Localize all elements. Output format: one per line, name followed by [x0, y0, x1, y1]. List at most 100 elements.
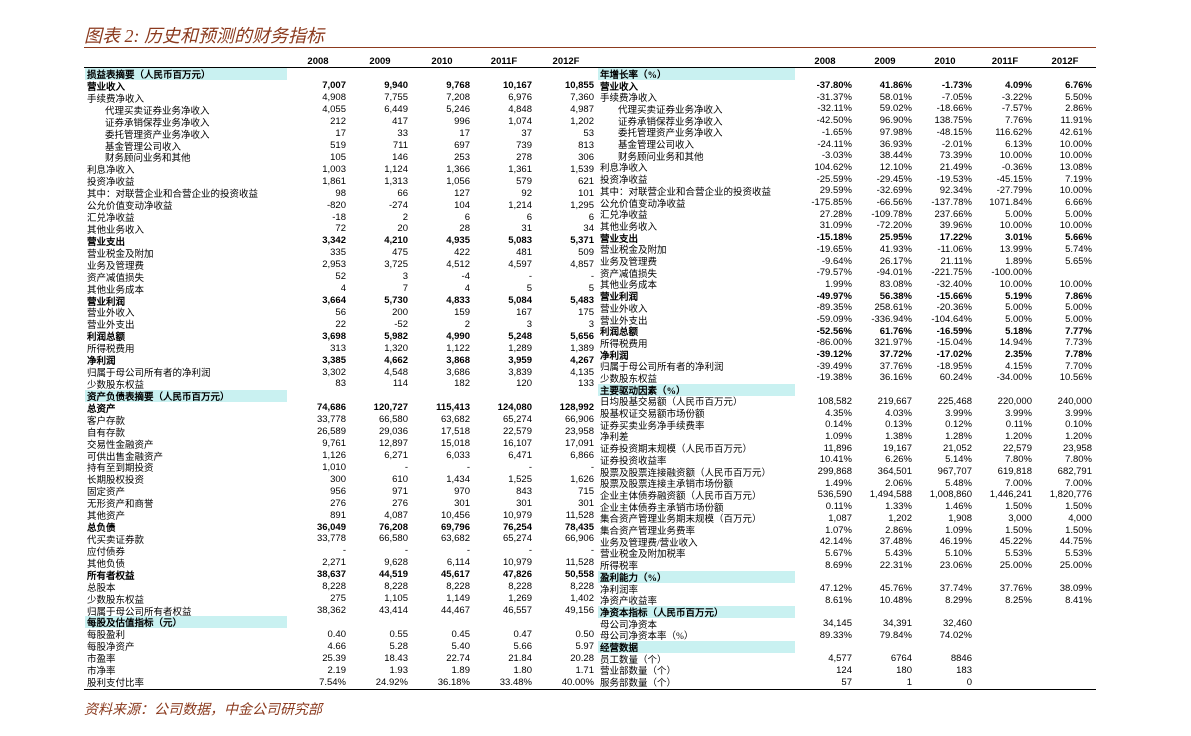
value-cell: 3,000 — [1008, 512, 1032, 524]
value-cell: 5.00% — [1005, 314, 1032, 325]
value-cell: 36.16% — [879, 372, 912, 384]
value-cell: 1,525 — [508, 473, 532, 485]
value-cell: 5,246 — [446, 104, 470, 116]
value-cell: 1,313 — [384, 175, 408, 187]
value-cell: 10,979 — [502, 509, 532, 521]
value-cell: 5.18% — [1005, 325, 1032, 337]
value-cell: -32.11% — [817, 103, 852, 115]
value-cell: 7,755 — [384, 92, 408, 104]
value-cell: 276 — [330, 497, 346, 509]
value-cell: 7.77% — [1065, 325, 1092, 337]
value-cell: 180 — [896, 664, 912, 676]
value-cell: -32.69% — [876, 185, 912, 197]
value-cell: 1,056 — [446, 175, 470, 187]
header-rule — [84, 67, 1096, 68]
value-cell: 422 — [454, 247, 470, 259]
row-label: 营业收入 — [87, 82, 126, 92]
value-cell: -274 — [388, 199, 408, 211]
row-label: 每股净资产 — [87, 643, 135, 653]
value-cell: 0.45 — [451, 628, 471, 640]
row-label: 投资净收益 — [600, 176, 648, 185]
row-label: 归属于母公司所有者的净利润 — [600, 363, 724, 373]
row-label: 其他业务收入 — [87, 225, 145, 235]
value-cell: 956 — [330, 485, 346, 497]
value-cell: -175.85% — [811, 197, 852, 209]
value-cell: 364,501 — [877, 466, 912, 478]
value-cell: 3,725 — [384, 259, 408, 271]
row-label: 总负债 — [87, 524, 116, 533]
value-cell: - — [590, 271, 594, 283]
value-cell: 5.28 — [389, 640, 409, 652]
value-cell: 313 — [330, 342, 346, 354]
value-cell: 22,579 — [1002, 442, 1032, 454]
value-cell: 69,796 — [440, 521, 470, 533]
value-cell: 5.00% — [1065, 302, 1092, 314]
column-header: 2009 — [874, 55, 896, 67]
row-label: 代理买卖证券业务净收入 — [105, 106, 210, 116]
section-label: 年增长率（%） — [598, 68, 795, 80]
value-cell: 5.66% — [1065, 232, 1092, 244]
value-cell: 1,087 — [828, 512, 852, 524]
value-cell: 4 — [464, 283, 470, 295]
value-cell: 4.35% — [825, 407, 852, 419]
row-label: 业务及管理费/营业收入 — [600, 538, 698, 548]
value-cell: -24.11% — [817, 138, 852, 150]
value-cell: 63,682 — [440, 414, 470, 426]
value-cell: 5.14% — [945, 454, 972, 466]
column-header: 2008 — [814, 55, 836, 67]
column-header: 2011F — [490, 55, 518, 67]
value-cell: 25.39 — [322, 652, 346, 664]
row-label: 汇兑净收益 — [87, 214, 135, 223]
value-cell: -39.49% — [816, 360, 852, 372]
value-cell: -104.64% — [931, 314, 972, 325]
value-cell: 56 — [335, 306, 346, 318]
value-cell: 59.02% — [879, 103, 912, 115]
value-cell: 3.99% — [1065, 407, 1092, 419]
row-label: 每股盈利 — [87, 631, 126, 641]
value-cell: 1.09% — [825, 430, 852, 442]
value-cell: 5,982 — [384, 330, 408, 342]
value-cell: 183 — [956, 664, 972, 676]
row-label: 股利支付比率 — [87, 679, 145, 688]
value-cell: 41.86% — [879, 80, 912, 92]
value-cell: 16,107 — [502, 438, 532, 450]
value-cell: 76,208 — [378, 521, 408, 533]
value-cell: 1.71 — [575, 664, 595, 676]
value-cell: 610 — [392, 473, 408, 485]
value-cell: 1,105 — [384, 593, 408, 605]
value-cell: 253 — [454, 151, 470, 163]
value-cell: 11.91% — [1060, 115, 1092, 127]
value-cell: 56.38% — [879, 290, 912, 302]
value-cell: -32.40% — [936, 278, 972, 290]
value-cell: 843 — [516, 485, 532, 497]
value-cell: 9,628 — [384, 557, 408, 569]
value-cell: 1,402 — [570, 593, 594, 605]
row-label: 集合资产管理业务期末规模（百万元） — [600, 515, 762, 525]
value-cell: 11,528 — [565, 509, 594, 521]
value-cell: 10.00% — [1059, 150, 1092, 162]
row-label: 营业部数量（个） — [600, 667, 677, 677]
value-cell: 6.76% — [1065, 80, 1092, 92]
value-cell: 44,467 — [440, 604, 470, 616]
value-cell: 17.22% — [939, 232, 972, 244]
value-cell: 45.76% — [879, 583, 912, 595]
value-cell: 1.07% — [825, 524, 852, 536]
value-cell: 1.50% — [1005, 501, 1032, 513]
value-cell: 1.50% — [1065, 501, 1092, 513]
value-cell: 89.33% — [819, 629, 852, 641]
value-cell: 0.47 — [513, 628, 533, 640]
value-cell: 45.22% — [999, 536, 1032, 548]
value-cell: 42.14% — [819, 536, 852, 548]
value-cell: 74,686 — [316, 402, 346, 414]
value-cell: 4,908 — [322, 92, 346, 104]
value-cell: -49.97% — [816, 290, 852, 302]
value-cell: 1,361 — [508, 163, 532, 175]
row-label: 营业支出 — [87, 237, 126, 247]
value-cell: 18.43 — [384, 652, 408, 664]
value-cell: -820 — [326, 199, 346, 211]
value-cell: 1,320 — [384, 342, 408, 354]
value-cell: 8,228 — [322, 581, 346, 593]
column-header: 2009 — [369, 55, 391, 67]
value-cell: 182 — [454, 378, 470, 390]
value-cell: -86.00% — [816, 337, 852, 349]
